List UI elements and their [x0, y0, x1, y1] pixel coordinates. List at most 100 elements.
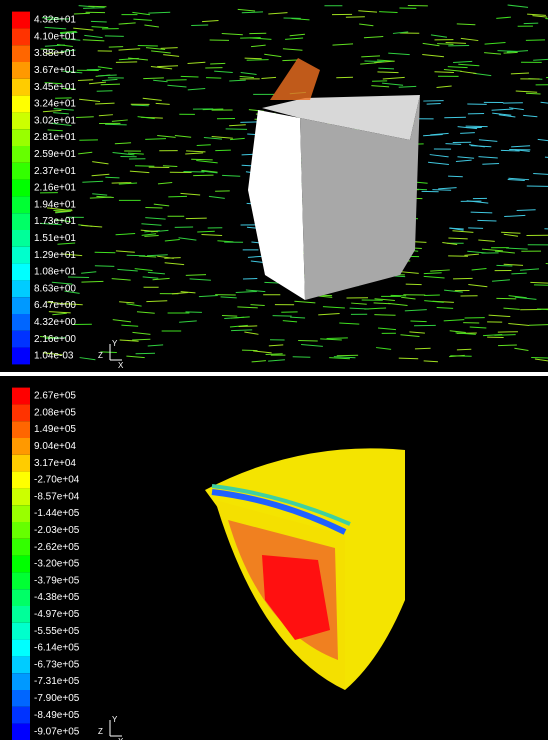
legend-swatch: [12, 12, 30, 29]
vector-arrow: [74, 13, 90, 14]
legend-swatch: [12, 690, 30, 707]
vector-arrow: [245, 58, 262, 59]
legend-label: -7.90e+05: [34, 693, 80, 704]
legend-label: 3.17e+04: [34, 458, 76, 469]
vector-arrow: [445, 144, 461, 145]
vector-arrow: [410, 321, 426, 322]
legend-swatch: [12, 388, 30, 405]
legend-label: 1.04e-03: [34, 351, 74, 362]
vector-arrow: [415, 348, 431, 349]
legend-label: -2.62e+05: [34, 542, 80, 553]
vector-arrow: [377, 72, 398, 73]
triad-label: Y: [112, 715, 118, 724]
vector-arrow: [105, 124, 127, 125]
legend-swatch: [12, 297, 30, 314]
vector-arrow: [101, 84, 120, 85]
legend-swatch: [12, 539, 30, 556]
vector-arrow: [97, 91, 113, 92]
legend-swatch: [12, 589, 30, 606]
vector-arrow: [210, 63, 225, 64]
legend-swatch: [12, 623, 30, 640]
vector-arrow: [364, 61, 384, 62]
legend-swatch: [12, 724, 30, 740]
legend-label: 6.47e+00: [34, 300, 76, 311]
legend-swatch: [12, 673, 30, 690]
vector-arrow: [497, 51, 516, 52]
legend-label: 1.51e+01: [34, 233, 76, 244]
legend-swatch: [12, 112, 30, 129]
vector-arrow: [427, 104, 441, 105]
legend-label: -6.73e+05: [34, 659, 80, 670]
vector-arrow: [477, 220, 496, 221]
vector-arrow: [239, 326, 258, 327]
vector-arrow: [498, 345, 517, 346]
legend-swatch: [12, 96, 30, 113]
legend-label: 9.04e+04: [34, 441, 76, 452]
legend-swatch: [12, 348, 30, 365]
vector-arrow: [88, 6, 106, 7]
legend-label: 3.45e+01: [34, 82, 76, 93]
legend-swatch: [12, 656, 30, 673]
legend-label: -4.38e+05: [34, 592, 80, 603]
legend-swatch: [12, 62, 30, 79]
legend-label: 4.10e+01: [34, 31, 76, 42]
legend-label: -8.57e+04: [34, 491, 80, 502]
vector-arrow: [444, 117, 466, 118]
legend-label: 3.67e+01: [34, 65, 76, 76]
legend-label: -7.31e+05: [34, 676, 80, 687]
vector-arrow: [374, 315, 395, 316]
vector-arrow: [378, 68, 394, 69]
legend-swatch: [12, 472, 30, 489]
vector-arrow: [496, 265, 512, 266]
legend-swatch: [12, 505, 30, 522]
legend-label: -6.14e+05: [34, 643, 80, 654]
legend-swatch: [12, 280, 30, 297]
vector-arrow: [501, 150, 520, 151]
legend-label: 2.08e+05: [34, 407, 76, 418]
legend-label: 3.02e+01: [34, 115, 76, 126]
page: 4.32e+01 4.10e+01 3.88e+01 3.67e+01 3.45e+01…: [0, 0, 548, 740]
vector-arrow: [460, 133, 475, 134]
legend-label: 2.16e+01: [34, 183, 76, 194]
legend-swatch: [12, 28, 30, 45]
legend-label: -1.44e+05: [34, 508, 80, 519]
triad-label: Z: [98, 351, 103, 360]
vector-arrow: [240, 122, 258, 123]
vector-arrow: [127, 255, 146, 256]
legend-label: -3.79e+05: [34, 575, 80, 586]
legend-swatch: [12, 230, 30, 247]
legend-label: 1.08e+01: [34, 267, 76, 278]
vector-arrow: [105, 177, 119, 178]
vector-arrow: [76, 117, 94, 118]
legend-swatch: [12, 522, 30, 539]
legend-label: -2.03e+05: [34, 525, 80, 536]
vector-arrow: [346, 17, 365, 18]
legend-swatch: [12, 146, 30, 163]
legend-label: 4.32e+01: [34, 15, 76, 26]
vector-arrow: [298, 340, 318, 341]
legend-swatch: [12, 438, 30, 455]
legend-swatch: [12, 163, 30, 180]
legend-label: 2.81e+01: [34, 132, 76, 143]
legend-swatch: [12, 556, 30, 573]
vector-arrow: [466, 126, 488, 127]
legend-swatch: [12, 213, 30, 230]
legend-label: 8.63e+00: [34, 283, 76, 294]
legend-label: 1.29e+01: [34, 250, 76, 261]
vector-arrow: [168, 196, 187, 197]
legend-swatch: [12, 404, 30, 421]
legend-swatch: [12, 314, 30, 331]
vector-arrow: [282, 60, 297, 61]
legend-label: 4.32e+00: [34, 317, 76, 328]
vector-arrow: [105, 36, 124, 37]
vector-arrow: [138, 46, 158, 47]
vector-arrow: [145, 207, 162, 208]
vector-arrow: [531, 357, 548, 358]
vector-arrow: [191, 25, 208, 26]
vector-arrow: [231, 330, 252, 331]
legend-label: 3.88e+01: [34, 48, 76, 59]
legend-swatch: [12, 129, 30, 146]
vector-arrow: [191, 159, 212, 160]
legend-swatch: [12, 79, 30, 96]
vector-arrow: [136, 353, 155, 354]
